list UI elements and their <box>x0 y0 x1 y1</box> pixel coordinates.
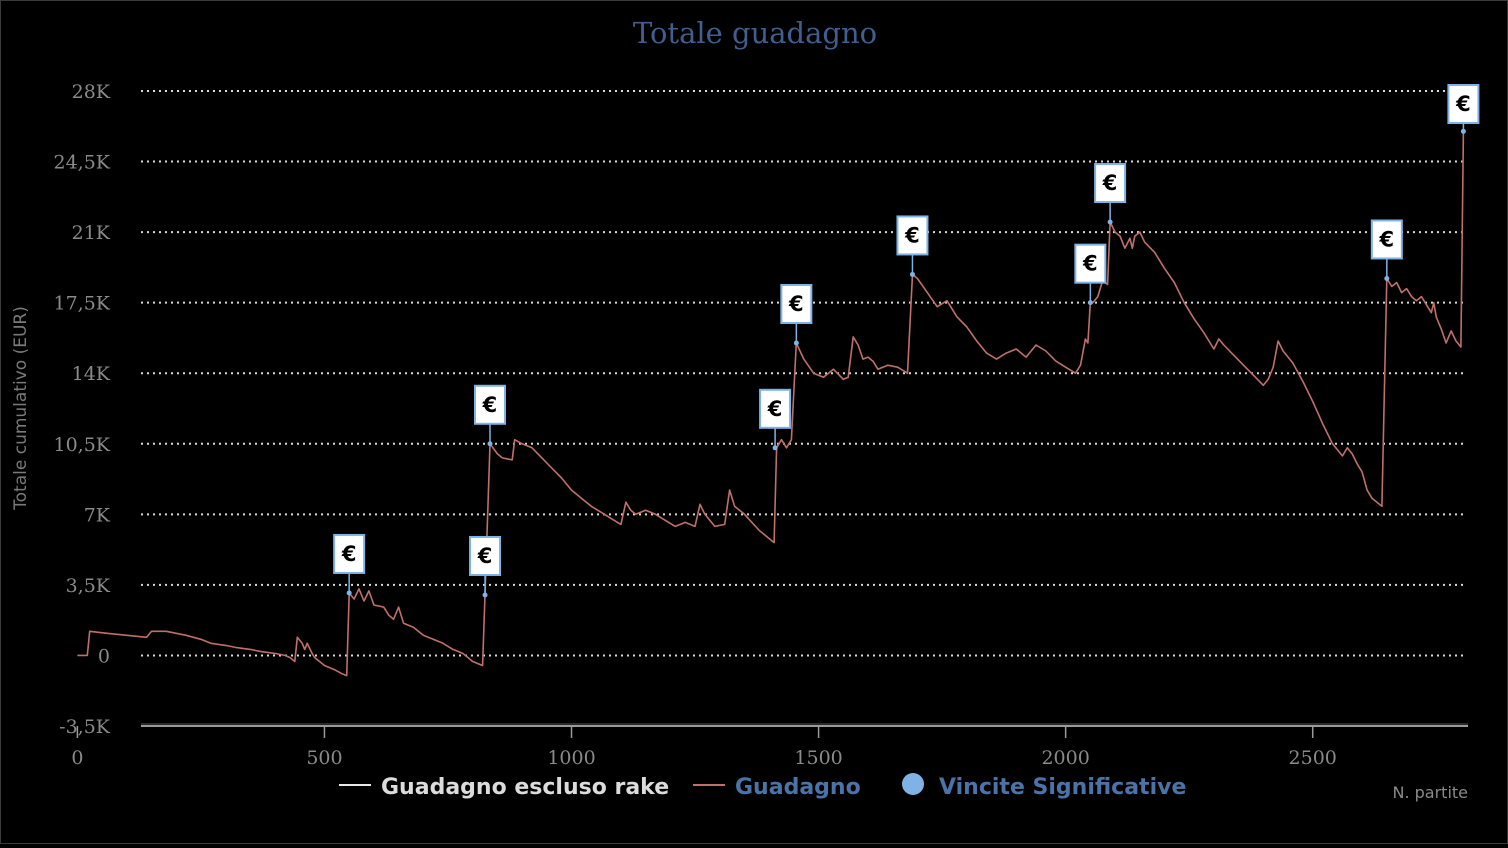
x-tick-label: 1000 <box>547 747 595 769</box>
win-point[interactable] <box>772 445 778 451</box>
win-flag-label: € <box>904 223 920 247</box>
win-point[interactable] <box>346 590 352 596</box>
win-flag-label: € <box>1379 227 1395 251</box>
win-flag[interactable] <box>473 384 506 425</box>
x-tick-label: 2500 <box>1289 747 1337 769</box>
win-flag-label: € <box>1455 92 1471 116</box>
win-flag[interactable] <box>780 283 813 324</box>
legend-dot-swatch <box>902 773 924 795</box>
win-flag[interactable] <box>333 533 366 574</box>
win-point[interactable] <box>793 340 799 346</box>
win-point[interactable] <box>487 441 493 447</box>
win-flag-label: € <box>477 544 493 568</box>
y-axis-label: Totale cumulativo (EUR) <box>11 306 31 511</box>
y-tick-label: 21K <box>72 222 111 244</box>
y-tick-label: 14K <box>72 363 111 385</box>
win-flag-label: € <box>341 542 357 566</box>
series-layer <box>77 131 1465 677</box>
y-tick-label: 10,5K <box>54 434 111 456</box>
x-tick-label: 1500 <box>794 747 842 769</box>
win-flag[interactable] <box>896 215 929 256</box>
y-tick-label: 7K <box>84 504 111 526</box>
win-flag[interactable] <box>1370 219 1403 260</box>
y-tick-label: 0 <box>98 645 110 667</box>
win-point[interactable] <box>1460 128 1466 134</box>
x-tick-label: 2000 <box>1041 747 1089 769</box>
win-point[interactable] <box>909 271 915 277</box>
chart-title: Totale guadagno <box>633 16 877 50</box>
legend-item-vincite[interactable]: Vincite Significative <box>902 773 1186 800</box>
win-flag[interactable] <box>1447 84 1480 124</box>
win-flag[interactable] <box>1074 243 1107 284</box>
x-axis-label: N. partite <box>1392 783 1468 802</box>
win-point[interactable] <box>482 592 488 598</box>
y-tick-label: 24,5K <box>54 152 111 174</box>
win-flag-label: € <box>788 292 804 316</box>
y-tick-label: 17,5K <box>54 293 111 315</box>
legend: Guadagno escluso rake Guadagno Vincite Sig… <box>339 773 1186 800</box>
win-flag-label: € <box>1102 171 1118 195</box>
win-flag-label: € <box>1082 252 1098 276</box>
win-point[interactable] <box>1087 300 1093 306</box>
legend-label: Vincite Significative <box>939 775 1186 800</box>
win-flag[interactable] <box>759 388 792 429</box>
series-line-guadagno <box>77 131 1465 677</box>
y-tick-label: 3,5K <box>66 575 111 597</box>
win-point[interactable] <box>1107 219 1113 225</box>
x-tick-label: 0 <box>71 747 83 769</box>
x-tick-label: 500 <box>306 747 342 769</box>
x-axis: 0 500 1000 1500 2000 2500 <box>71 723 1468 769</box>
y-tick-label: -3,5K <box>59 716 111 738</box>
legend-label: Guadagno escluso rake <box>381 775 669 800</box>
win-flag[interactable] <box>1094 163 1127 204</box>
legend-item-escluso_rake[interactable]: Guadagno escluso rake <box>339 775 669 800</box>
win-point[interactable] <box>1384 275 1390 281</box>
y-axis-ticks: -3,5K 0 3,5K 7K 10,5K 14K 17,5K 21K 24,5K 28K <box>54 81 111 738</box>
significant-wins-layer: € € € € € € € € € € <box>333 84 1480 598</box>
y-tick-label: 28K <box>72 81 111 103</box>
win-flag-label: € <box>482 393 498 417</box>
legend-item-guadagno[interactable]: Guadagno <box>693 775 861 800</box>
legend-label: Guadagno <box>735 775 861 800</box>
win-flag[interactable] <box>469 535 502 576</box>
win-flag-label: € <box>767 397 783 421</box>
